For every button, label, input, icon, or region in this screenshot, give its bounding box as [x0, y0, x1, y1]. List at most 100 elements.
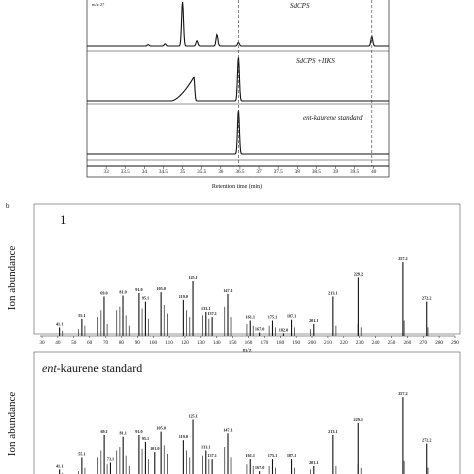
x-tick-label: 35	[180, 169, 186, 175]
peak-label: 161.1	[246, 315, 255, 320]
peak-label: 161.1	[246, 453, 255, 458]
peak-label: 101.0	[150, 446, 159, 451]
x-tick-label: 37	[256, 169, 262, 175]
peak-label: 167.0	[255, 465, 264, 470]
mz-tick-label: 120	[181, 340, 189, 346]
mz-tick-label: 240	[372, 340, 380, 346]
chromatogram-panel: SdCPS SdCPS +IIKS ent-kaurene standard 33 3…	[86, 0, 390, 190]
chromatogram-trace	[87, 57, 389, 102]
mz-tick-label: 180	[276, 340, 284, 346]
peak-label: 91.0	[135, 287, 142, 292]
x-tick-label: 36	[218, 169, 224, 175]
spectrum-2-title: ent-kaurene standard	[42, 361, 142, 375]
spectrum-2-title-rest: -kaurene standard	[57, 361, 143, 375]
mz-tick-label: 230	[356, 340, 364, 346]
mz-tick-label: 140	[213, 340, 221, 346]
peak-label: 81.0	[119, 290, 126, 295]
x-tick-label: 39.5	[350, 169, 359, 175]
mz-tick-label: 200	[308, 340, 316, 346]
peak-label: 229.1	[354, 417, 363, 422]
peak-label: 125.1	[188, 414, 197, 419]
mz-tick-label: 280	[435, 340, 443, 346]
mz-tick-label: 150	[229, 340, 237, 346]
peak-label: 55.1	[78, 313, 85, 318]
mz-tick-label: 160	[245, 340, 253, 346]
x-tick-label: 34	[142, 169, 148, 175]
x-tick-label: 38	[295, 169, 301, 175]
peak-label: 91.0	[135, 429, 142, 434]
x-tick-label: 36.5	[235, 169, 244, 175]
peak-label: 137.1	[207, 453, 216, 458]
peak-label: 175.1	[268, 453, 277, 458]
peak-label: 201.1	[309, 460, 318, 465]
peak-label: 137.1	[207, 311, 216, 316]
x-tick-label: 39	[333, 169, 339, 175]
peak-label: 41.1	[56, 321, 63, 326]
peak-label: 187.1	[287, 453, 296, 458]
peak-label: 69.0	[100, 290, 107, 295]
peak-label: 69.1	[100, 429, 107, 434]
mz-tick-label: 30	[39, 340, 45, 346]
x-tick-label: 33.5	[121, 169, 130, 175]
mass-spectrum-panel-standard: ent-kaurene standard Ion abundance 41.1 5…	[6, 351, 461, 474]
panel-label-b: b	[6, 202, 10, 210]
mz-tick-label: 70	[103, 340, 109, 346]
x-axis-title: Retention time (min)	[212, 183, 262, 190]
peak-label: 167.0	[255, 327, 264, 332]
peak-label: 147.1	[223, 427, 232, 432]
mz-tick-label: 130	[197, 340, 205, 346]
mz-tick-label: 190	[292, 340, 300, 346]
x-tick-label: 35.5	[197, 169, 206, 175]
peak-label: 81.1	[120, 431, 127, 436]
peak-label: 272.2	[422, 438, 431, 443]
peak-label: 133.1	[201, 444, 210, 449]
peak-label: 41.1	[56, 463, 63, 468]
track-label: SdCPS	[290, 2, 310, 10]
mass-spectrum-panel-1: b 1 Ion abundance 41.1 55.1 69.0 81.0 91.095…	[6, 202, 461, 354]
x-tick-label: 34.5	[159, 169, 168, 175]
y-axis-title-1: Ion abundance	[6, 246, 18, 311]
peak-label: 182.0	[279, 327, 288, 332]
spectrum-1-title: 1	[60, 212, 67, 227]
peak-label: 213.1	[328, 290, 337, 295]
spectrum-2-frame	[33, 351, 461, 474]
peak-label: 133.1	[201, 306, 210, 311]
y-axis-title-2: Ion abundance	[6, 392, 18, 457]
mz-tick-label: 80	[119, 340, 125, 346]
corner-text: m/z 27	[92, 2, 105, 7]
x-tick-label: 33	[104, 169, 110, 175]
mz-tick-label: 50	[71, 340, 77, 346]
peak-label: 229.2	[354, 272, 363, 277]
track-label: SdCPS +IIKS	[296, 57, 335, 65]
mz-tick-label: 260	[403, 340, 411, 346]
x-axis-title-mz: m/z	[243, 348, 252, 354]
peak-label: 73.1	[107, 457, 114, 462]
mz-tick-label: 210	[324, 340, 332, 346]
peak-label: 105.0	[156, 426, 165, 431]
peak-label: 119.0	[179, 294, 188, 299]
track-label: ent-kaurene standard	[303, 114, 363, 122]
mz-tick-label: 100	[149, 340, 157, 346]
mz-tick-label: 110	[165, 340, 173, 346]
peak-label: 257.2	[398, 256, 407, 261]
peak-label: 201.1	[309, 318, 318, 323]
chromatogram-trace	[87, 2, 389, 47]
mz-tick-label: 250	[388, 340, 396, 346]
x-tick-label: 37.5	[274, 169, 283, 175]
x-tick-label: 38.5	[312, 169, 321, 175]
peak-label: 147.1	[223, 288, 232, 293]
peak-label: 119.0	[179, 434, 188, 439]
mz-tick-label: 220	[340, 340, 348, 346]
mz-tick-label: 290	[451, 340, 459, 346]
peak-label: 175.1	[268, 315, 277, 320]
peak-label: 95.1	[142, 296, 149, 301]
mz-tick-label: 270	[419, 340, 427, 346]
peak-label: 272.2	[422, 296, 431, 301]
peak-label: 95.1	[142, 436, 149, 441]
spectrum-2-title-italic: ent	[42, 361, 57, 375]
peak-label: 125.1	[188, 275, 197, 280]
peak-label: 213.1	[328, 429, 337, 434]
mz-tick-label: 60	[87, 340, 93, 346]
mz-tick-label: 170	[260, 340, 268, 346]
